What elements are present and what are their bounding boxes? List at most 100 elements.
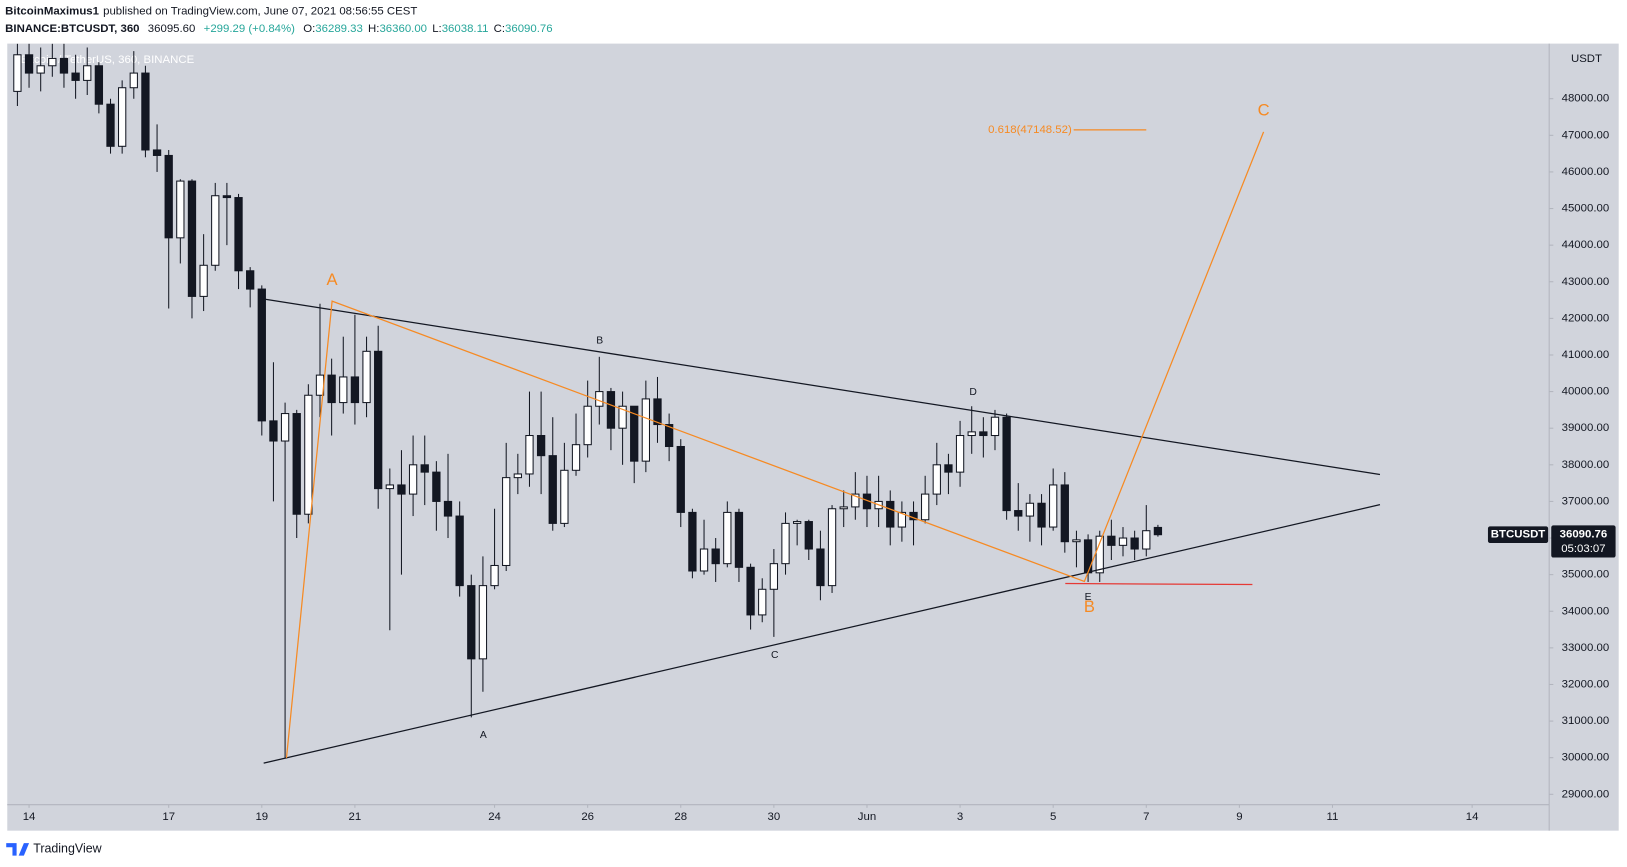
candle-body <box>897 511 907 528</box>
candle-body <box>13 54 22 92</box>
candle-body <box>176 180 185 239</box>
y-tick-label: 48000.00 <box>1562 93 1610 105</box>
candle-body <box>688 511 697 572</box>
candle-body <box>723 511 732 565</box>
candle-body <box>24 54 34 74</box>
candle-body <box>48 57 57 67</box>
y-tick-label: 42000.00 <box>1562 312 1610 324</box>
candle-body <box>792 521 802 524</box>
candle-body <box>327 374 336 404</box>
wave-label: C <box>771 650 779 661</box>
axis-unit: USDT <box>1571 53 1602 65</box>
ohlc-value: 36360.00 <box>379 23 427 35</box>
candle-body <box>339 376 348 404</box>
candle-body <box>280 413 290 442</box>
x-tick-label: Jun <box>858 811 876 823</box>
candle-body <box>187 180 197 297</box>
candle-body <box>94 65 104 105</box>
x-tick-label: 26 <box>581 811 594 823</box>
candle-body <box>304 394 313 515</box>
price: 36095.60 <box>148 23 196 35</box>
candle-body <box>769 563 779 590</box>
trend-line <box>1065 582 1253 586</box>
x-tick-label: 28 <box>674 811 687 823</box>
candle-body <box>1037 502 1046 528</box>
y-tick-label: 41000.00 <box>1562 349 1610 361</box>
ohlc-key: O: <box>303 23 315 35</box>
candle-body <box>886 500 895 528</box>
price-tag <box>1551 525 1616 558</box>
candle-body <box>746 566 755 616</box>
candle-body <box>408 464 418 495</box>
wave-label: E <box>1085 592 1092 603</box>
candle-body <box>455 515 464 587</box>
candle-body <box>397 484 406 495</box>
axes: 29000.00 30000.00 31000.00 32000.00 33000.00… <box>23 93 1616 823</box>
candle-body <box>653 398 662 426</box>
candle-body <box>1002 416 1011 512</box>
candle-body <box>1072 539 1081 543</box>
candle-body <box>1142 530 1151 550</box>
y-tick-label: 30000.00 <box>1562 752 1610 764</box>
candle-body <box>59 57 69 74</box>
candle-body <box>560 469 569 524</box>
y-tick-label: 31000.00 <box>1562 715 1610 727</box>
ohlc-key: L: <box>432 23 442 35</box>
footer: TradingView <box>6 842 103 856</box>
candle-body <box>606 391 616 429</box>
candle-body <box>734 511 744 568</box>
y-tick-label: 40000.00 <box>1562 386 1610 398</box>
price-tag-value: 36090.76 <box>1560 529 1608 541</box>
candle-body <box>432 471 441 502</box>
candle-body <box>955 435 965 473</box>
y-tick-label: 32000.00 <box>1562 678 1610 690</box>
candle-body <box>1118 537 1128 546</box>
y-tick-label: 37000.00 <box>1562 495 1610 507</box>
published: published on TradingView.com, June 07, 2… <box>103 5 417 17</box>
candle-body <box>932 464 941 495</box>
candle-body <box>362 350 371 404</box>
x-tick-label: 17 <box>162 811 175 823</box>
candle-body <box>781 522 790 565</box>
y-tick-label: 33000.00 <box>1562 642 1610 654</box>
wave-label: B <box>596 335 603 346</box>
candle-body <box>595 391 604 407</box>
candle-body <box>374 350 383 490</box>
candle-body <box>758 588 767 616</box>
y-tick-label: 44000.00 <box>1562 239 1610 251</box>
x-tick-label: 5 <box>1050 811 1056 823</box>
ohlc-value: 36289.33 <box>315 23 363 35</box>
candle-body <box>1083 539 1093 574</box>
y-tick-label: 35000.00 <box>1562 569 1610 581</box>
candle-body <box>699 548 709 572</box>
candle-body <box>1060 484 1069 543</box>
candle-body <box>1153 526 1163 536</box>
wave-label: A <box>480 730 487 741</box>
candle-body <box>676 445 685 513</box>
candle-body <box>804 521 813 550</box>
x-tick-label: 7 <box>1143 811 1149 823</box>
candle-body <box>420 464 429 473</box>
ohlc-value: 36038.11 <box>442 23 489 35</box>
candle-body <box>257 288 266 422</box>
candle-body <box>1107 535 1116 546</box>
brand: TradingView <box>33 842 102 856</box>
candle-body <box>199 264 208 297</box>
candle-body <box>536 435 546 457</box>
candle-body <box>83 65 92 81</box>
candle-body <box>246 270 255 290</box>
candle-body <box>106 103 115 147</box>
candle-body <box>548 455 557 524</box>
y-tick-label: 29000.00 <box>1562 788 1610 800</box>
candle-body <box>152 149 162 156</box>
candle-body <box>618 405 627 429</box>
y-tick-label: 43000.00 <box>1562 276 1610 288</box>
chart-legend: Bitcoin / TetherUS, 360, BINANCE <box>21 54 195 66</box>
x-tick-label: 3 <box>957 811 963 823</box>
candle-body <box>350 376 360 404</box>
candle-body <box>234 197 243 272</box>
candle-body <box>292 413 301 515</box>
ohlc-value: 36090.76 <box>505 23 553 35</box>
candle-body <box>269 420 278 442</box>
